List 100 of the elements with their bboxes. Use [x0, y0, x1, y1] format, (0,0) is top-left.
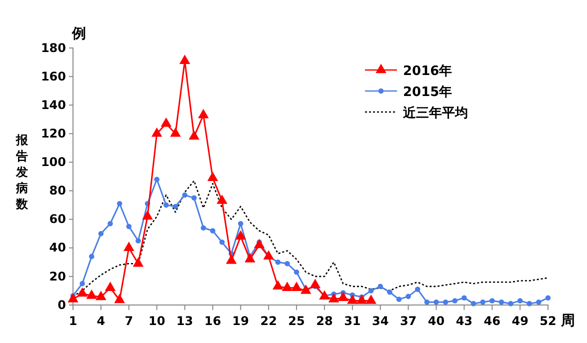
point: [263, 250, 274, 260]
y-tick-label: 160: [40, 69, 66, 84]
point: [142, 210, 153, 220]
y-tick-label: 40: [49, 240, 66, 255]
point: [170, 127, 181, 137]
point: [284, 260, 290, 266]
x-tick-label: 13: [176, 314, 194, 328]
point: [216, 194, 228, 204]
x-tick-label: 22: [260, 314, 277, 328]
point: [319, 290, 330, 300]
point: [124, 242, 134, 251]
text: 周: [560, 313, 575, 329]
point: [114, 294, 125, 304]
point: [98, 230, 104, 236]
point: [396, 296, 402, 302]
point: [424, 300, 430, 305]
point: [406, 294, 411, 300]
point: [545, 295, 551, 300]
point: [210, 228, 216, 234]
x-tick-label: 52: [540, 314, 556, 328]
y-tick-label: 20: [49, 269, 66, 284]
point: [489, 298, 495, 304]
point: [116, 200, 122, 206]
x-tick-label: 10: [148, 314, 166, 328]
y-tick-label: 100: [40, 155, 66, 170]
point: [291, 282, 302, 291]
point: [462, 295, 467, 300]
x-tick-label: 49: [512, 314, 528, 328]
point: [188, 130, 200, 140]
legend-label: 2015年: [403, 85, 452, 100]
point: [182, 192, 188, 198]
point: [244, 253, 256, 262]
point: [368, 288, 374, 294]
point: [80, 280, 85, 286]
point: [452, 298, 458, 304]
point: [154, 176, 160, 182]
point: [272, 280, 284, 290]
y-tick-label: 120: [40, 126, 66, 141]
point: [235, 230, 246, 240]
point: [126, 224, 132, 230]
point: [387, 290, 392, 295]
y-tick-label: 180: [40, 40, 66, 55]
point: [151, 127, 162, 137]
point: [366, 294, 376, 304]
x-tick-label: 40: [428, 314, 445, 328]
point: [338, 292, 348, 301]
point: [254, 238, 265, 248]
x-tick-label: 31: [344, 314, 361, 328]
point: [191, 195, 197, 201]
x-tick-label: 25: [288, 314, 305, 328]
y-tick-label: 140: [40, 98, 66, 112]
point: [160, 117, 172, 127]
point: [104, 282, 116, 291]
y-tick-label: 80: [49, 184, 66, 198]
point: [226, 254, 237, 264]
point: [163, 202, 169, 208]
point: [498, 300, 504, 305]
point: [68, 293, 78, 302]
x-tick-label: 4: [96, 314, 106, 328]
point: [470, 300, 476, 306]
point: [414, 286, 420, 292]
point: [310, 278, 321, 288]
point: [517, 298, 523, 304]
x-tick-label: 16: [204, 314, 222, 328]
y-tick-label: 60: [49, 212, 66, 226]
point: [282, 282, 293, 291]
point: [88, 254, 94, 260]
y-axis-title: 报告发病数: [15, 133, 29, 211]
point: [294, 270, 300, 275]
point: [442, 300, 448, 305]
y-tick-label: 0: [58, 298, 66, 312]
point: [480, 300, 486, 305]
point: [238, 220, 244, 226]
point: [347, 294, 358, 304]
point: [356, 294, 368, 304]
point: [536, 300, 542, 305]
point: [378, 284, 383, 290]
x-tick-label: 19: [232, 314, 249, 328]
point: [328, 293, 340, 302]
point: [108, 220, 113, 226]
point: [219, 240, 225, 245]
point: [76, 287, 88, 297]
point: [198, 108, 209, 118]
x-tick-label: 43: [456, 314, 473, 328]
legend-label: 2016年: [403, 64, 452, 79]
x-tick-label: 28: [316, 314, 333, 328]
text: 例: [71, 26, 86, 42]
point: [86, 290, 97, 299]
point: [300, 284, 312, 294]
x-tick-label: 46: [484, 314, 500, 328]
point: [207, 172, 218, 182]
point: [136, 238, 141, 244]
point: [179, 54, 190, 64]
legend-label: 近三年平均: [402, 105, 468, 121]
point: [200, 225, 206, 231]
point: [132, 257, 144, 267]
x-tick-label: 34: [372, 314, 389, 328]
point: [434, 300, 439, 305]
point: [526, 300, 532, 306]
point: [96, 290, 106, 300]
